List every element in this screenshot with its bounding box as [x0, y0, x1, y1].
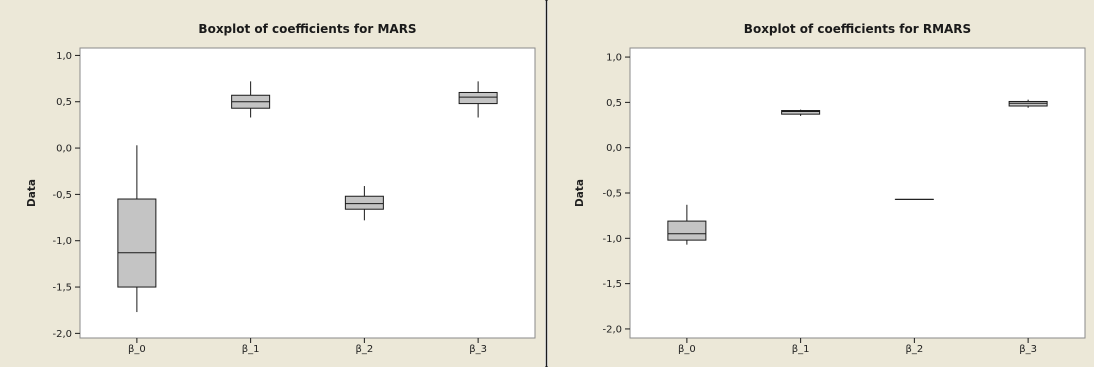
- y-tick-label: -2,0: [52, 329, 72, 340]
- y-axis-label: Data: [26, 179, 38, 207]
- y-tick-label: -1,0: [52, 236, 72, 247]
- y-tick-label: 0,5: [606, 98, 622, 109]
- x-tick-label: β_3: [1019, 344, 1037, 355]
- y-tick-label: 1,0: [56, 51, 72, 62]
- y-tick-label: -1,5: [602, 279, 622, 290]
- x-tick-label: β_1: [242, 344, 260, 355]
- box-2: [781, 109, 821, 116]
- box-4: [1008, 99, 1048, 108]
- y-tick-label: -1,5: [52, 283, 72, 294]
- chart-panel-2: Boxplot of coefficients for RMARS Data 1,0…: [548, 0, 1094, 367]
- box-3: [344, 186, 384, 221]
- chart-panel-1: Boxplot of coefficients for MARS Data 1,0 0…: [0, 0, 545, 367]
- y-tick-label: -0,5: [52, 190, 72, 201]
- iqr-box: [117, 198, 157, 288]
- box-2: [231, 81, 271, 118]
- plot-area: [629, 47, 1086, 339]
- y-tick-label: 0,5: [56, 97, 72, 108]
- iqr-box: [344, 195, 384, 210]
- chart-title: Boxplot of coefficients for RMARS: [744, 22, 971, 36]
- y-tick-label: 1,0: [606, 53, 622, 64]
- iqr-box: [667, 220, 707, 241]
- box-4: [458, 81, 498, 118]
- iqr-box: [458, 91, 498, 105]
- x-tick-label: β_3: [469, 344, 487, 355]
- x-tick-label: β_2: [906, 344, 924, 355]
- y-tick-label: -0,5: [602, 189, 622, 200]
- plot-area: [79, 47, 536, 339]
- y-tick-label: 0,0: [606, 143, 622, 154]
- box-1: [117, 145, 157, 313]
- x-tick-label: β_0: [128, 344, 146, 355]
- y-axis-label: Data: [574, 179, 586, 207]
- y-tick-label: -1,0: [602, 234, 622, 245]
- y-tick-label: 0,0: [56, 144, 72, 155]
- y-tick-label: -2,0: [602, 324, 622, 335]
- box-1: [667, 204, 707, 245]
- iqr-box: [781, 110, 821, 115]
- x-tick-label: β_1: [792, 344, 810, 355]
- x-tick-label: β_2: [356, 344, 374, 355]
- x-tick-label: β_0: [678, 344, 696, 355]
- chart-title: Boxplot of coefficients for MARS: [198, 22, 416, 36]
